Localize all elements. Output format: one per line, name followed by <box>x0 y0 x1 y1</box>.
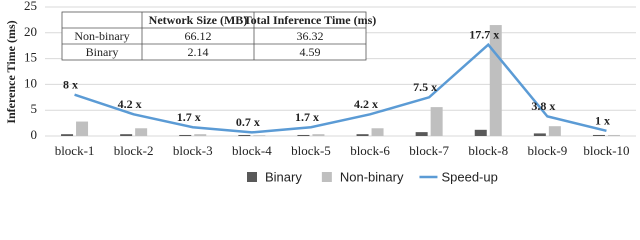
x-tick-label: block-7 <box>409 143 449 158</box>
table: Network Size (MB)Total Inference Time (m… <box>61 11 377 61</box>
bar <box>194 134 207 136</box>
y-tick-label: 0 <box>31 127 38 142</box>
y-tick-label: 20 <box>24 24 37 39</box>
data-label: 17.7 x <box>469 27 499 41</box>
x-tick-label: block-1 <box>55 143 95 158</box>
data-label: 3.8 x <box>531 99 555 113</box>
legend-swatch <box>247 172 257 182</box>
bar <box>297 134 310 136</box>
data-label: 0.7 x <box>236 115 260 129</box>
y-tick-label: 25 <box>24 0 37 13</box>
bar <box>61 134 74 136</box>
data-label: 4.2 x <box>354 97 378 111</box>
chart: Inference Time (ms) 0 5 10 15 20 25 block-1 blo… <box>4 0 636 184</box>
x-tick-label: block-3 <box>173 143 213 158</box>
x-tick-label: block-10 <box>583 143 629 158</box>
bar <box>548 126 561 136</box>
bar <box>489 25 502 137</box>
bar <box>253 135 266 136</box>
data-label: 7.5 x <box>413 80 437 94</box>
page: Inference Time (ms) 0 5 10 15 20 25 block-1 blo… <box>3 0 636 185</box>
x-tick-label: block-4 <box>232 143 272 158</box>
bar <box>238 134 251 136</box>
legend: Binary Non-binary Speed-up <box>247 169 498 184</box>
x-tick-label: block-6 <box>350 143 390 158</box>
data-label: 8 x <box>63 77 78 91</box>
bar <box>592 134 605 136</box>
legend-label: Binary <box>265 169 302 184</box>
x-tick-label: block-5 <box>291 143 331 158</box>
bar <box>120 134 133 136</box>
line <box>74 42 607 134</box>
y-tick-label: 5 <box>31 101 38 116</box>
table-cell: 2.14 <box>188 45 209 59</box>
legend-label: Speed-up <box>441 169 497 184</box>
table-cell: 4.59 <box>300 45 321 59</box>
y-axis-label: Inference Time (ms) <box>4 20 18 123</box>
x-tick-label: block-2 <box>114 143 154 158</box>
bar <box>371 128 384 136</box>
y-tick-label: 10 <box>24 75 37 90</box>
y-tick-label: 15 <box>24 50 37 65</box>
bar <box>76 121 89 136</box>
data-label: 1.7 x <box>177 110 201 124</box>
table-header: Network Size (MB) <box>149 13 248 27</box>
bar <box>430 107 443 136</box>
legend-label: Non-binary <box>340 169 404 184</box>
x-tick-label: block-9 <box>527 143 567 158</box>
bar <box>179 134 192 136</box>
data-label: 1 x <box>595 114 610 128</box>
table-bg <box>61 11 367 61</box>
bar <box>415 132 428 136</box>
bar <box>312 134 325 136</box>
bar <box>356 134 369 136</box>
legend-swatch <box>321 172 332 182</box>
table-row-label: Non-binary <box>74 29 129 43</box>
bar <box>607 134 620 136</box>
data-label: 1.7 x <box>295 110 319 124</box>
bar <box>135 128 148 136</box>
table-cell: 36.32 <box>297 29 324 43</box>
table-header: Total Inference Time (ms) <box>244 13 377 27</box>
bar <box>474 129 487 136</box>
bar <box>533 133 546 136</box>
table-cell: 66.12 <box>185 29 212 43</box>
table-row-label: Binary <box>86 45 119 59</box>
x-tick-label: block-8 <box>468 143 508 158</box>
data-label: 4.2 x <box>118 97 142 111</box>
